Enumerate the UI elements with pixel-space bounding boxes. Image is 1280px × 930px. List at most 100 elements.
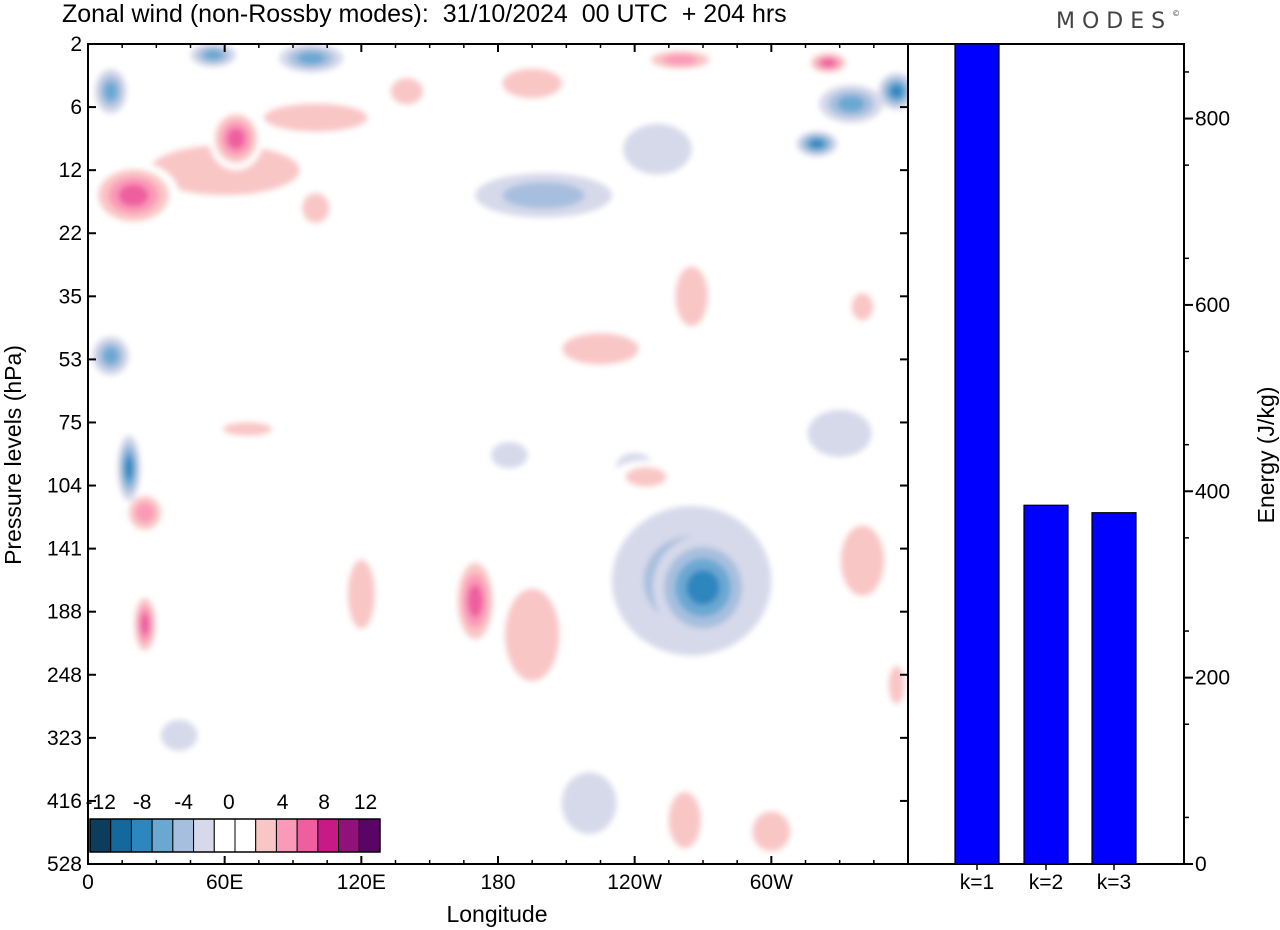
contour-blob: [504, 588, 560, 682]
contour-blob: [118, 184, 149, 207]
contour-blob: [263, 103, 368, 132]
y-axis-title: Pressure levels (hPa): [0, 345, 26, 565]
contour-blob: [890, 85, 903, 98]
contour-blob: [491, 442, 528, 469]
contour-blob: [125, 457, 133, 480]
colorbar-frame: [89, 818, 381, 853]
y-tick-label: 188: [47, 601, 82, 624]
y-tick-label: 22: [59, 222, 82, 245]
contour-blob: [297, 52, 325, 65]
contour-blob: [102, 347, 119, 365]
contour-blob: [222, 422, 273, 436]
contour-blob: [837, 95, 865, 113]
colorbar-label: -12: [86, 791, 116, 814]
logo-mark: ©: [1172, 9, 1181, 18]
energy-tick-label: 0: [1195, 853, 1207, 876]
contour-blob: [467, 584, 483, 618]
colorbar-label: 8: [318, 791, 330, 814]
y-tick-label: 2: [70, 33, 82, 56]
y-tick-label: 323: [47, 727, 82, 750]
contour-blob: [140, 612, 150, 636]
x-tick-label: 120E: [337, 871, 386, 894]
contour-blob: [820, 58, 836, 68]
colorbar-swatch: [275, 818, 298, 853]
contour-blob: [561, 772, 617, 834]
colorbar-swatch: [89, 818, 112, 853]
bar-category-label: k=1: [960, 871, 994, 894]
contour-blob: [675, 266, 709, 327]
colorbar-swatch: [234, 818, 257, 853]
contour-blob: [810, 139, 824, 149]
colorbar-swatch: [213, 818, 236, 853]
colorbar-swatch: [317, 818, 340, 853]
colorbar-swatch: [338, 818, 360, 853]
y-tick-label: 528: [47, 853, 82, 876]
colorbar-swatch: [130, 818, 153, 853]
contour-blob: [807, 409, 872, 457]
y-tick-label: 104: [47, 475, 82, 498]
y-tick-label: 75: [59, 411, 82, 434]
y-tick-label: 6: [70, 96, 82, 119]
contour-blob: [662, 54, 698, 66]
contour-blob: [623, 123, 692, 175]
axes: 0 60E 120E 180 120W 60W 2 6 12 22 35 53 75 104 141 188 2…: [47, 33, 909, 894]
y-tick-label: 12: [59, 159, 82, 182]
colorbar-swatch: [110, 818, 132, 853]
contour-blob: [226, 128, 246, 150]
contour-blob: [668, 791, 702, 849]
colorbar-label: -8: [133, 791, 152, 814]
bar-category-label: k=3: [1097, 871, 1131, 894]
x-tick-label: 60E: [206, 871, 243, 894]
contour-blob: [390, 77, 424, 105]
logo-text: MODES: [1056, 9, 1173, 34]
colorbar-swatch: [193, 818, 215, 853]
x-tick-label: 120W: [607, 871, 662, 894]
colorbar: -12 -8 -4 0 4 8 12: [86, 786, 382, 855]
colorbar-swatch: [172, 818, 195, 853]
contour-blob: [888, 665, 905, 704]
contour-blob: [302, 192, 330, 224]
contour-field: [88, 44, 908, 864]
energy-bar: [1023, 504, 1069, 865]
contour-blob: [752, 811, 791, 852]
energy-tick-label: 400: [1195, 480, 1230, 503]
colorbar-label: 0: [223, 791, 235, 814]
energy-bar: [1091, 512, 1137, 865]
contour-blob: [840, 525, 885, 597]
modes-logo: MODES©: [1056, 9, 1180, 34]
colorbar-label: -4: [174, 791, 193, 814]
x-tick-label: 0: [82, 871, 94, 894]
energy-tick-label: 800: [1195, 108, 1230, 131]
energy-tick-label: 200: [1195, 667, 1230, 690]
contour-blob: [686, 570, 720, 606]
contour-blob: [135, 502, 155, 524]
bar-category-label: k=2: [1029, 871, 1063, 894]
contour-blob: [160, 719, 198, 751]
contour-blob: [203, 49, 224, 61]
x-axis-title: Longitude: [446, 901, 547, 927]
y-tick-label: 35: [59, 285, 82, 308]
contour-blob: [562, 333, 639, 365]
contour-blob: [347, 559, 376, 629]
y-tick-label: 53: [59, 348, 82, 371]
colorbar-swatch: [296, 818, 319, 853]
colorbar-swatch: [151, 818, 174, 853]
contour-blob: [502, 68, 563, 99]
contour-blob: [103, 81, 118, 101]
energy-axis-title: Energy (J/kg): [1253, 387, 1279, 524]
x-tick-label: 60W: [750, 871, 793, 894]
colorbar-swatch: [358, 818, 381, 853]
contour-blob: [625, 466, 667, 487]
contour-blobs: [88, 44, 908, 864]
energy-bar: [954, 43, 1000, 865]
y-tick-label: 416: [47, 790, 82, 813]
colorbar-swatch: [255, 818, 277, 853]
page-title: Zonal wind (non-Rossby modes): 31/10/202…: [62, 0, 787, 28]
y-tick-label: 248: [47, 664, 82, 687]
energy-bar-chart: k=1 k=2 k=3 0 200 400 600 800: [907, 43, 1230, 894]
energy-tick-label: 600: [1195, 294, 1230, 317]
contour-blob: [851, 292, 874, 321]
y-tick-label: 141: [47, 538, 82, 561]
colorbar-label: 12: [354, 791, 377, 814]
